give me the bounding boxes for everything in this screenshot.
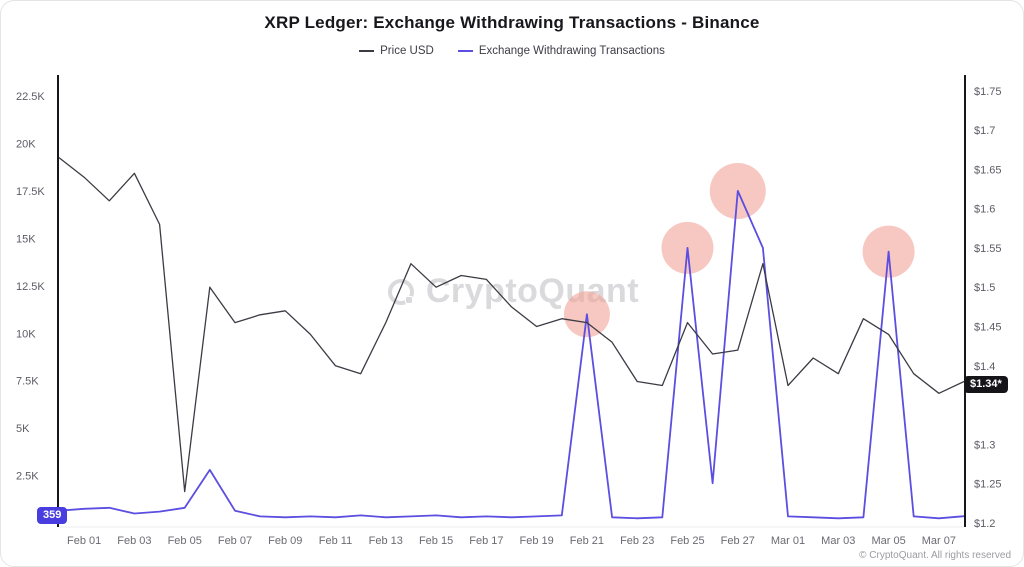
x-axis-tick: Feb 07: [218, 535, 252, 547]
x-axis-tick: Feb 09: [268, 535, 302, 547]
x-axis-tick: Feb 03: [117, 535, 151, 547]
x-axis-tick: Feb 17: [469, 535, 503, 547]
right-axis-tick: $1.45: [974, 322, 1002, 334]
price-line-swatch: [359, 50, 375, 52]
right-axis-tick: $1.5: [974, 282, 995, 294]
x-axis-tick: Feb 15: [419, 535, 453, 547]
right-axis-tick: $1.25: [974, 479, 1002, 491]
current-price-badge: $1.34*: [964, 376, 1008, 394]
x-axis-tick: Mar 01: [771, 535, 805, 547]
left-axis-tick: 7.5K: [16, 376, 39, 388]
right-axis-tick: $1.75: [974, 86, 1002, 98]
copyright: © CryptoQuant. All rights reserved: [859, 550, 1011, 561]
left-axis-tick: 10K: [16, 328, 36, 340]
left-axis-tick: 20K: [16, 139, 36, 151]
chart-title: XRP Ledger: Exchange Withdrawing Transac…: [264, 13, 760, 32]
right-axis-tick: $1.55: [974, 243, 1002, 255]
x-axis-tick: Feb 05: [168, 535, 202, 547]
legend-item-withdrawing-transactions[interactable]: Exchange Withdrawing Transactions: [457, 45, 665, 57]
legend-label-price-usd: Price USD: [380, 45, 434, 57]
left-axis-tick: 2.5K: [16, 471, 39, 483]
legend-item-price-usd[interactable]: Price USD: [359, 45, 434, 57]
series-line-left[interactable]: [58, 189, 965, 520]
legend-label-withdrawing-transactions: Exchange Withdrawing Transactions: [478, 45, 665, 57]
x-axis-tick: Feb 27: [721, 535, 755, 547]
withdrawals-line-swatch: [457, 50, 473, 52]
left-axis-tick: 15K: [16, 233, 36, 245]
left-axis-tick: 5K: [16, 423, 30, 435]
x-axis-tick: Feb 21: [570, 535, 604, 547]
current-withdrawals-badge: 359: [37, 507, 68, 525]
x-axis-tick: Mar 05: [871, 535, 905, 547]
left-axis-tick: 22.5K: [16, 91, 45, 103]
right-axis-tick: $1.6: [974, 204, 995, 216]
x-axis-tick: Mar 03: [821, 535, 855, 547]
right-axis-tick: $1.65: [974, 164, 1002, 176]
left-axis-tick: 17.5K: [16, 186, 45, 198]
right-axis-tick: $1.4: [974, 361, 995, 373]
x-axis-tick: Feb 11: [319, 535, 352, 547]
right-axis-tick: $1.3: [974, 439, 995, 451]
x-axis-tick: Feb 01: [67, 535, 101, 547]
series-line-right[interactable]: [58, 157, 965, 493]
legend: Price USD Exchange Withdrawing Transacti…: [1, 45, 1023, 57]
left-axis-tick: 12.5K: [16, 281, 45, 293]
x-axis-tick: Feb 13: [369, 535, 403, 547]
x-axis-tick: Mar 07: [922, 535, 956, 547]
x-axis-tick: Feb 19: [520, 535, 554, 547]
right-axis-tick: $1.7: [974, 125, 995, 137]
right-axis-tick: $1.2: [974, 518, 995, 530]
x-axis-tick: Feb 23: [620, 535, 654, 547]
x-axis-tick: Feb 25: [670, 535, 704, 547]
cryptoquant-logo-icon: [387, 278, 414, 305]
